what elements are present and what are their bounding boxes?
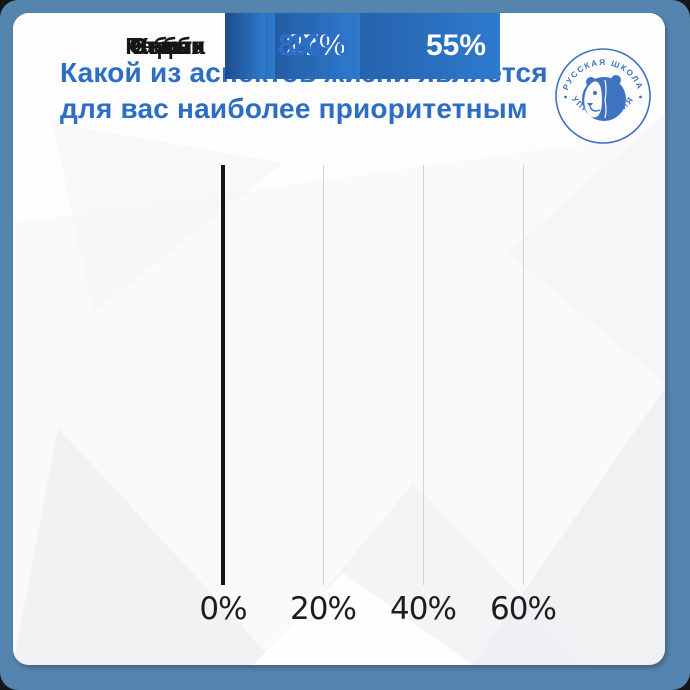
bar-rest: 8% [225, 13, 321, 79]
bar-value-label: 10% [288, 29, 349, 62]
logo-left-dot [564, 95, 567, 99]
category-label: Отдых [129, 33, 205, 59]
x-tick-label: 40% [390, 591, 457, 627]
bar-row-rest: Отдых 8% [13, 13, 665, 79]
bar-value-label: 55% [425, 29, 486, 62]
lion-icon [582, 75, 626, 121]
company-logo: РУССКАЯ ШКОЛА УПРАВЛЕНИЯ [555, 48, 651, 144]
logo-ring [555, 48, 651, 144]
category-label: Хобби [133, 33, 205, 59]
x-axis: 0% 20% 40% 60% [13, 591, 665, 631]
x-tick-label: 0% [199, 591, 247, 627]
gridline-20pct [323, 165, 324, 585]
category-label: Работа [125, 33, 205, 59]
gridline-40pct [423, 165, 424, 585]
bar-value-label: 27% [285, 29, 346, 62]
bar-chart: Семья 55% Работа 27% Хобби 10% Отдых [13, 13, 665, 665]
infographic-card: Какой из аспектов жизни является для вас… [13, 13, 665, 665]
gridline-60pct [523, 165, 524, 585]
x-tick-label: 20% [290, 591, 357, 627]
category-label: Семья [131, 33, 205, 59]
y-axis-line [221, 165, 225, 585]
chart-title-line2: для вас наиболее приоритетным [60, 93, 528, 124]
x-tick-label: 60% [490, 591, 557, 627]
bar-value-label: 8% [278, 29, 322, 62]
logo-right-dot [639, 95, 642, 99]
